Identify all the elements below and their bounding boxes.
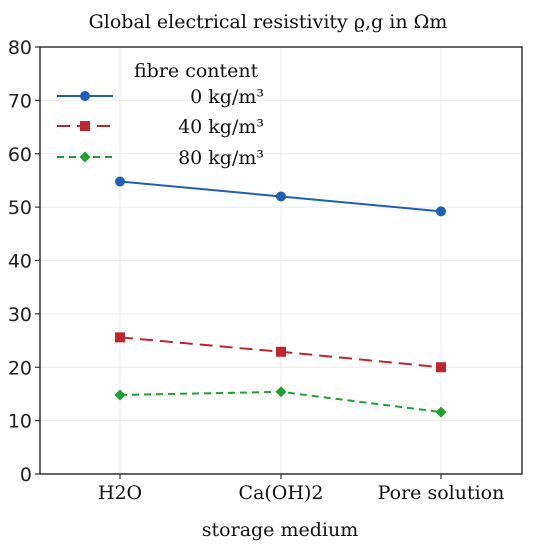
series-layer bbox=[114, 176, 447, 418]
y-tick-label: 80 bbox=[8, 37, 32, 59]
legend-marker bbox=[80, 121, 90, 131]
x-axis-title: storage medium bbox=[202, 519, 358, 541]
legend-item-80: 80 kg/m³ bbox=[57, 147, 264, 169]
chart-title: Global electrical resistivity ϱ,g in Ωm bbox=[89, 11, 448, 33]
data-point bbox=[435, 406, 447, 418]
legend-item-0: 0 kg/m³ bbox=[57, 86, 264, 108]
legend-title: fibre content bbox=[134, 60, 259, 82]
series-40 bbox=[115, 332, 446, 373]
legend: fibre content 0 kg/m³ 40 kg/m³ 80 kg/m³ bbox=[57, 60, 264, 169]
grid bbox=[40, 46, 522, 475]
legend-label: 40 kg/m³ bbox=[178, 116, 264, 138]
series-0 bbox=[115, 176, 446, 217]
y-tick-label: 50 bbox=[8, 197, 32, 219]
data-point bbox=[436, 362, 446, 373]
x-axis: H2O Ca(OH)2 Pore solution bbox=[98, 474, 504, 504]
legend-marker bbox=[79, 151, 91, 163]
y-tick-label: 60 bbox=[8, 144, 32, 166]
y-tick-label: 10 bbox=[8, 411, 32, 433]
legend-label: 0 kg/m³ bbox=[190, 86, 264, 108]
data-point bbox=[114, 389, 126, 401]
x-tick-label: Ca(OH)2 bbox=[239, 482, 324, 504]
y-axis: 0 10 20 30 40 50 60 70 80 bbox=[8, 37, 40, 486]
data-point bbox=[275, 386, 287, 398]
y-tick-label: 20 bbox=[8, 357, 32, 379]
data-point bbox=[276, 346, 286, 357]
data-point bbox=[276, 191, 286, 202]
y-tick-label: 40 bbox=[8, 251, 32, 273]
y-tick-label: 30 bbox=[8, 304, 32, 326]
data-point bbox=[115, 332, 125, 343]
legend-label: 80 kg/m³ bbox=[178, 147, 264, 169]
legend-item-40: 40 kg/m³ bbox=[57, 116, 264, 138]
y-tick-label: 70 bbox=[8, 90, 32, 112]
legend-marker bbox=[80, 91, 90, 101]
data-point bbox=[115, 176, 125, 187]
data-point bbox=[436, 206, 446, 217]
x-tick-label: Pore solution bbox=[378, 482, 505, 504]
series-80 bbox=[114, 386, 447, 418]
x-tick-label: H2O bbox=[98, 482, 142, 504]
y-tick-label: 0 bbox=[20, 464, 32, 486]
